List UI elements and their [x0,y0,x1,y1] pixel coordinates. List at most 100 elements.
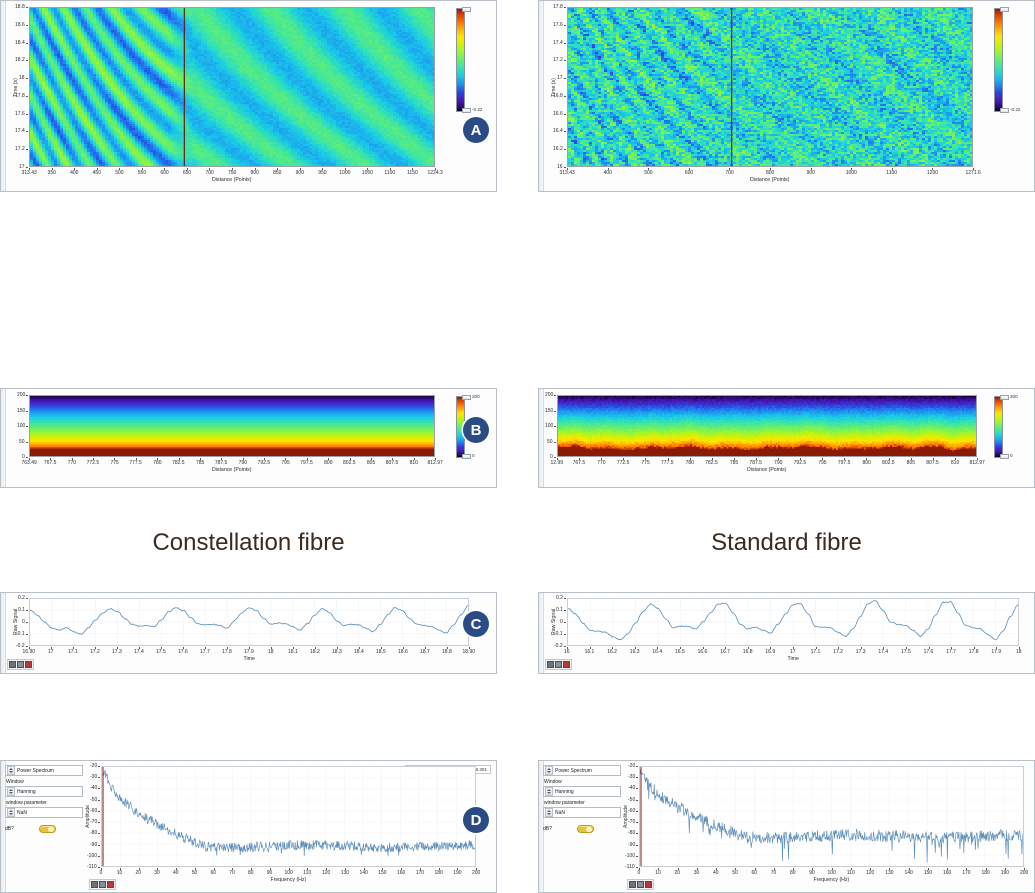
x-tick-label: 1271.6 [966,170,981,176]
panel-scroll-edge[interactable] [1,593,6,673]
spectrum-mode-select[interactable]: Power Spectrum [5,765,83,776]
palette-cursor-tool-icon[interactable] [91,881,98,888]
axis-tick [554,457,556,458]
graph-palette-left-d[interactable] [89,879,116,890]
colorbar-min-handle[interactable] [462,454,471,459]
colorbar-min-handle[interactable] [1000,454,1009,459]
spinner-icon[interactable] [545,766,553,775]
axis-tick [98,766,100,767]
x-tick-label: 18.5 [376,649,386,655]
palette-pan-tool-icon[interactable] [645,881,652,888]
axis-tick [564,131,566,133]
db-toggle-switch[interactable] [39,825,56,833]
palette-pan-tool-icon[interactable] [25,661,32,668]
spinner-icon[interactable] [545,808,553,817]
x-tick-label: 16.90 [23,649,36,655]
axis-tick [413,458,415,460]
colorbar-max-handle[interactable] [1000,395,1009,400]
x-tick-label: 1150 [407,170,418,176]
colorbar-max-handle[interactable] [1000,7,1009,12]
x-tick-label: 30 [694,870,700,876]
palette-cursor-tool-icon[interactable] [547,661,554,668]
panel-rawsignal-right[interactable]: 16 16.1 16.2 16.3 16.4 16.5 16.6 16.7 16.8 16.9 17… [538,592,1035,674]
colorbar-right-a[interactable] [994,8,1003,112]
panel-scroll-edge[interactable] [1,389,6,487]
palette-zoom-tool-icon[interactable] [17,661,24,668]
axis-tick [623,458,625,460]
palette-zoom-tool-icon[interactable] [99,881,106,888]
x-tick-label: 772.5 [87,460,100,466]
spinner-icon[interactable] [545,787,553,796]
palette-zoom-tool-icon[interactable] [637,881,644,888]
window-parameter-field[interactable]: NaN [5,807,83,818]
panel-rawsignal-left[interactable]: C 16.90 17 17.1 17.2 17.3 17.4 17.5 17.6 17.7 17.… [0,592,497,674]
x-tick-label: 17.4 [134,649,144,655]
panel-scroll-edge[interactable] [1,1,6,191]
rawsignal-plot-right[interactable] [567,598,1019,646]
axis-tick [186,168,188,170]
spinner-icon[interactable] [7,766,15,775]
graph-palette-left-c[interactable] [7,659,34,670]
x-tick-label: 17.8 [969,649,979,655]
colorbar-max-handle[interactable] [462,395,471,400]
x-axis-title: Distance (Points) [212,467,252,473]
y-tick-label: 17 [19,164,25,170]
x-tick-label: 17.5 [901,649,911,655]
panel-scroll-edge[interactable] [539,1,544,191]
graph-palette-right-d[interactable] [627,879,654,890]
panel-freqmap-left[interactable]: B 763.49 767.5 770 772.5 775 777.5 780 782.5 785… [0,388,497,488]
spinner-icon[interactable] [7,808,15,817]
palette-cursor-tool-icon[interactable] [629,881,636,888]
palette-pan-tool-icon[interactable] [107,881,114,888]
axis-tick [98,833,100,835]
y-tick-label: 16.2 [553,146,563,152]
palette-zoom-tool-icon[interactable] [555,661,562,668]
powerspectrum-plot-right[interactable] [639,766,1024,867]
axis-tick [349,458,351,460]
palette-cursor-tool-icon[interactable] [9,661,16,668]
colorbar-max-handle[interactable] [462,7,471,12]
x-tick-label: 775 [110,460,118,466]
freqmap-plot-left[interactable] [29,395,435,457]
x-tick-label: 1000 [339,170,350,176]
panel-badge-a-left: A [463,117,489,143]
axis-tick [209,168,211,170]
x-tick-label: 792.5 [794,460,807,466]
y-tick-label: 0.2 [18,595,25,601]
db-toggle-switch[interactable] [577,825,594,833]
colorbar-min-handle[interactable] [1000,108,1009,113]
spectrum-mode-select[interactable]: Power Spectrum [543,765,621,776]
panel-scroll-edge[interactable] [539,389,544,487]
db-toggle-row[interactable]: dB? [5,825,83,833]
colorbar-left-a[interactable] [456,8,465,112]
freqmap-plot-right[interactable] [557,395,977,457]
window-select[interactable]: Hanning [543,786,621,797]
waterfall-plot-right[interactable] [567,7,973,167]
window-select[interactable]: Hanning [5,786,83,797]
panel-waterfall-right[interactable]: 313.43 400 500 600 700 800 900 1000 1100 1200 1271… [538,0,1035,192]
waterfall-plot-left[interactable] [29,7,435,167]
colorbar-right-b[interactable] [994,396,1003,458]
x-tick-label: 750 [228,170,236,176]
powerspectrum-plot-left[interactable] [101,766,476,867]
panel-powerspectrum-left[interactable]: Power Spectrum Window Hanning window par… [0,760,497,893]
rawsignal-plot-left[interactable] [29,598,469,646]
panel-powerspectrum-right[interactable]: Power Spectrum Window Hanning window par… [538,760,1035,893]
panel-waterfall-left[interactable]: A 313.43 350 400 450 500 550 600 650 700 750 800 85… [0,0,497,192]
x-axis-title: Frequency (Hz) [814,877,850,883]
spinner-icon[interactable] [7,787,15,796]
axis-tick [98,788,100,790]
colorbar-min-handle[interactable] [462,108,471,113]
panel-freqmap-right[interactable]: 12.99 767.5 770 772.5 775 777.5 780 782.5 785 787… [538,388,1035,488]
graph-palette-right-c[interactable] [545,659,572,670]
axis-tick [564,7,566,8]
axis-tick [954,458,956,460]
axis-tick [564,634,566,635]
y-tick-label: -90 [90,842,97,848]
palette-pan-tool-icon[interactable] [563,661,570,668]
window-parameter-field[interactable]: NaN [543,807,621,818]
db-toggle-row[interactable]: dB? [543,825,621,833]
panel-scroll-edge[interactable] [539,593,544,673]
axis-tick [178,458,180,460]
x-tick-label: 10 [655,870,661,876]
